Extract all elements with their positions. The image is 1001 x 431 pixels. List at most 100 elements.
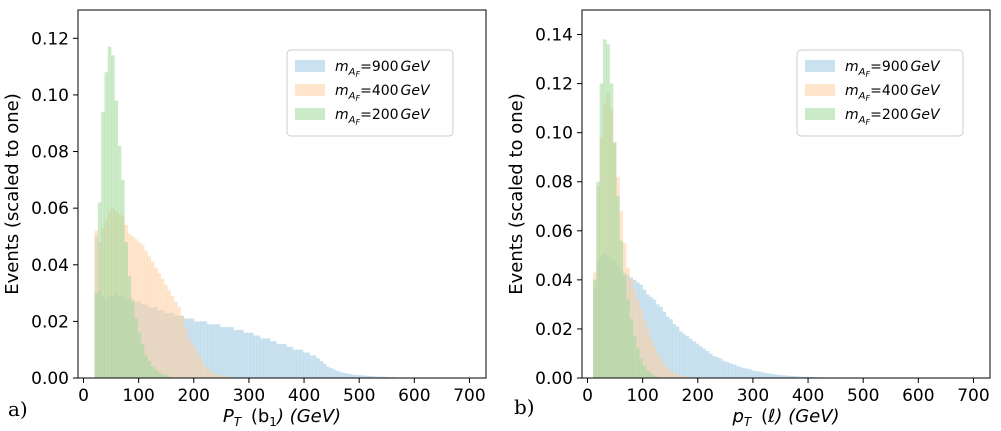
- bar: [216, 324, 221, 378]
- bar: [715, 357, 720, 378]
- bar: [160, 373, 165, 378]
- bar: [309, 355, 314, 378]
- bar: [639, 358, 643, 378]
- bar: [698, 346, 703, 378]
- bar: [728, 363, 733, 378]
- bar: [645, 328, 650, 378]
- bar: [101, 111, 105, 378]
- bar: [114, 100, 118, 378]
- bar: [273, 341, 277, 378]
- bar: [649, 338, 653, 378]
- bar: [662, 363, 667, 378]
- bar: [659, 306, 663, 378]
- bar: [731, 364, 736, 378]
- legend-label: mAF=400 GeV: [845, 83, 941, 103]
- y-tick-label: 0.06: [535, 222, 573, 242]
- x-tick-label: 400: [288, 386, 320, 406]
- bar: [626, 299, 630, 378]
- bar: [685, 336, 690, 378]
- bar: [379, 376, 383, 378]
- bar: [240, 329, 244, 378]
- bar: [602, 39, 607, 378]
- bar: [167, 290, 171, 378]
- bar: [164, 375, 168, 378]
- plot-frame: [581, 9, 991, 379]
- bar: [197, 355, 201, 378]
- bar: [342, 372, 347, 378]
- bar: [636, 299, 640, 378]
- x-tick-label: 600: [902, 386, 934, 406]
- bar: [751, 370, 756, 378]
- legend-box: [796, 49, 964, 137]
- bar: [672, 373, 677, 378]
- bar: [233, 329, 238, 378]
- bar: [286, 346, 291, 378]
- x-tick-label: 700: [957, 386, 989, 406]
- bar: [669, 370, 673, 378]
- bar: [616, 196, 620, 378]
- bar: [665, 316, 670, 378]
- bar: [124, 242, 128, 378]
- bar: [722, 360, 726, 378]
- panel-label: a): [8, 397, 28, 421]
- x-axis-title: PT (b1) (GeV): [223, 406, 341, 429]
- bar: [798, 376, 802, 378]
- bar: [791, 376, 796, 378]
- bar: [289, 346, 294, 378]
- y-tick-label: 0.00: [535, 369, 573, 389]
- y-tick-label: 0.08: [31, 143, 69, 163]
- x-axis-title: pT (ℓ) (GeV): [731, 406, 839, 429]
- bar: [359, 375, 363, 378]
- bar: [154, 369, 158, 378]
- x-tick-label: 0: [78, 386, 89, 406]
- bar: [164, 284, 168, 378]
- bar: [801, 376, 806, 378]
- bar: [784, 375, 789, 378]
- legend-label: mAF=400 GeV: [335, 83, 431, 103]
- bar: [332, 369, 337, 378]
- x-tick-label: 300: [737, 386, 769, 406]
- bar: [213, 324, 218, 378]
- bar: [187, 338, 191, 378]
- bar: [345, 373, 350, 378]
- y-tick-label: 0.12: [535, 75, 573, 95]
- bar: [593, 279, 597, 378]
- bar: [140, 344, 145, 378]
- bar: [352, 374, 357, 378]
- bar: [157, 273, 161, 378]
- bar: [220, 327, 224, 378]
- legend-label: mAF=900 GeV: [845, 59, 941, 79]
- x-tick-label: 200: [178, 386, 210, 406]
- bar: [741, 368, 746, 378]
- bar: [685, 376, 690, 378]
- y-tick-label: 0.08: [535, 173, 573, 193]
- bar: [223, 327, 228, 378]
- bar: [144, 250, 148, 378]
- bar: [180, 315, 185, 378]
- bar: [137, 332, 142, 378]
- panel-label: b): [514, 395, 535, 419]
- bar: [774, 374, 779, 378]
- legend-label: mAF=200 GeV: [335, 107, 431, 127]
- bar: [220, 375, 224, 378]
- bar: [712, 355, 716, 378]
- bar: [322, 363, 327, 378]
- y-tick-label: 0.10: [31, 86, 69, 106]
- histogram-bars: [593, 39, 842, 378]
- legend-swatch-orange: [295, 84, 325, 96]
- bar: [210, 324, 214, 378]
- y-tick-label: 0.14: [535, 26, 573, 46]
- bar: [682, 333, 686, 378]
- bar: [117, 145, 122, 378]
- bar: [283, 344, 287, 378]
- y-axis-title: Events (scaled to one): [506, 93, 527, 295]
- bar: [682, 376, 686, 378]
- bar: [652, 346, 657, 378]
- y-axis-title: Events (scaled to one): [2, 93, 23, 295]
- bar: [279, 344, 284, 378]
- x-tick-label: 100: [626, 386, 658, 406]
- bar: [236, 329, 241, 378]
- bar: [748, 369, 753, 378]
- series-green: [593, 39, 663, 378]
- x-tick-label: 300: [233, 386, 265, 406]
